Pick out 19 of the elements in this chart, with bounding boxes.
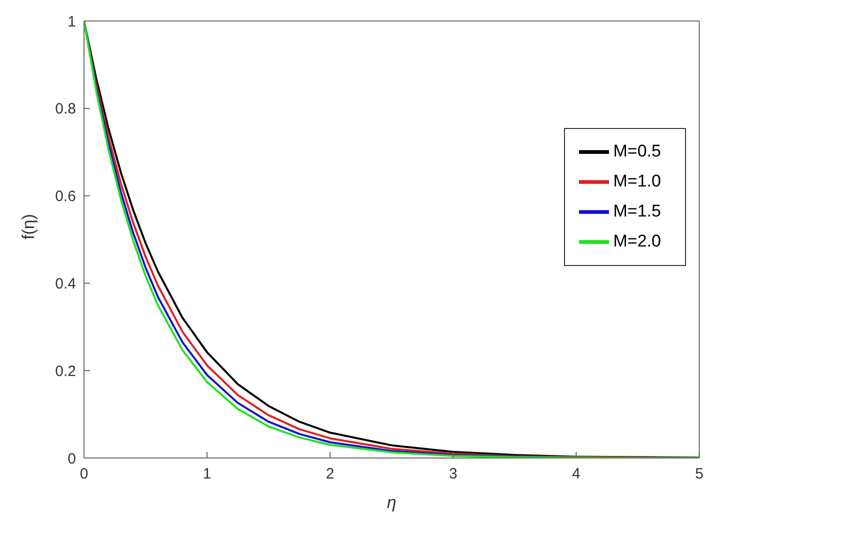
y-tick-label: 0.8 — [55, 100, 76, 118]
x-tick-label: 3 — [448, 466, 458, 483]
x-tick-label: 2 — [326, 466, 334, 483]
x-tick-label: 5 — [695, 466, 704, 483]
x-tick-label: 0 — [80, 466, 88, 483]
x-tick-label: 4 — [572, 466, 580, 483]
legend-label: M=1.0 — [613, 171, 661, 190]
y-tick-label: 0.2 — [55, 362, 76, 380]
line-series — [84, 21, 700, 458]
y-axis-title: f(η) — [19, 214, 38, 240]
y-tick-label: 0 — [68, 450, 76, 468]
x-axis-title: η — [386, 493, 396, 512]
y-tick-label: 0.6 — [55, 188, 76, 206]
y-tick-label: 1 — [68, 13, 76, 30]
x-tick-label: 1 — [202, 466, 212, 483]
legend-label: M=2.0 — [613, 231, 661, 250]
legend-label: M=0.5 — [613, 141, 661, 160]
y-tick-label: 0.4 — [55, 276, 76, 293]
legend-label: M=1.5 — [613, 201, 661, 220]
